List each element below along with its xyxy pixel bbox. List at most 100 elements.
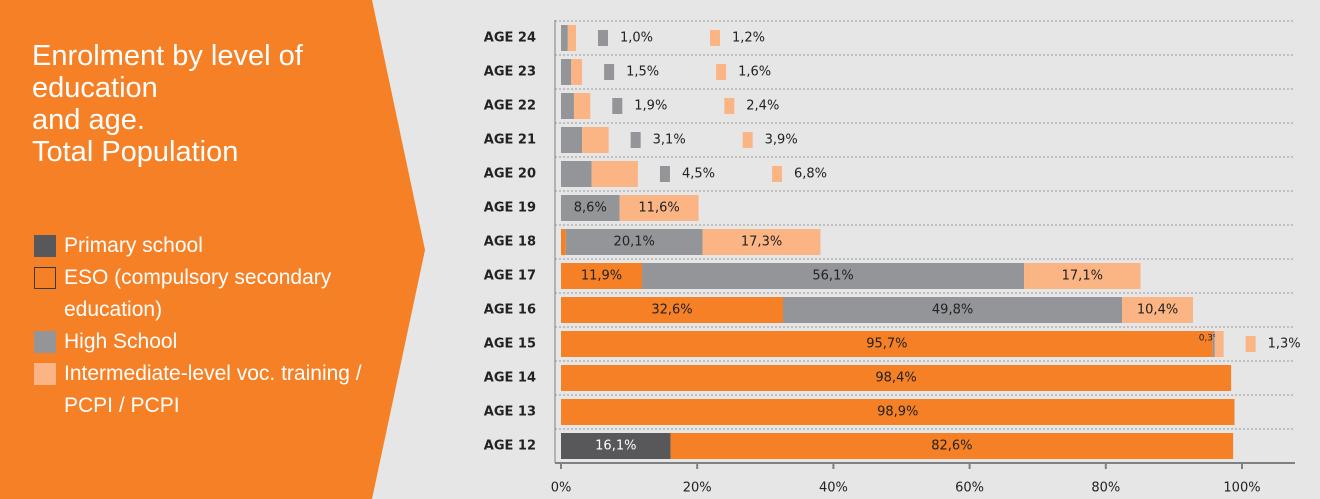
value-label: 20,1% — [614, 235, 655, 250]
legend: Primary school ESO (compulsory secondary … — [34, 230, 374, 422]
value-label: 1,3% — [1268, 337, 1301, 352]
legend-swatch — [34, 331, 56, 353]
label-marker — [630, 132, 641, 148]
value-label: 1,0% — [620, 31, 653, 46]
bar-segment — [561, 93, 574, 119]
value-label: 11,6% — [638, 201, 679, 216]
bar-segment — [567, 25, 576, 51]
bar-segment — [591, 161, 638, 187]
bar-segment — [1122, 297, 1193, 323]
y-tick-label: AGE 23 — [484, 65, 536, 80]
bar-segment — [561, 25, 568, 51]
x-tick-label: 40% — [819, 481, 848, 496]
bar-segment — [561, 297, 784, 323]
value-label: 32,6% — [651, 303, 692, 318]
legend-label: ESO (compulsory secondary education) — [64, 266, 332, 321]
bar-segment — [573, 93, 591, 119]
y-tick-label: AGE 18 — [484, 235, 536, 250]
value-label: 16,1% — [595, 439, 636, 454]
label-marker — [709, 30, 720, 46]
y-tick-label: AGE 19 — [484, 201, 536, 216]
legend-label: Intermediate-level voc. training / PCPI … — [64, 362, 362, 417]
x-tick-label: 100% — [1223, 481, 1260, 496]
bar-segment — [1024, 263, 1141, 289]
label-marker — [612, 98, 623, 114]
bar-segment — [561, 399, 1235, 425]
x-tick-label: 60% — [955, 481, 984, 496]
bar-segment — [619, 195, 699, 221]
legend-item: Primary school — [34, 230, 374, 262]
value-label: 8,6% — [574, 201, 607, 216]
y-tick-label: AGE 24 — [484, 31, 536, 46]
value-label: 10,4% — [1137, 303, 1178, 318]
y-tick-label: AGE 20 — [484, 167, 536, 182]
bar-segment — [642, 263, 1025, 289]
bar-segment — [561, 195, 620, 221]
legend-swatch — [34, 267, 56, 289]
label-marker — [724, 98, 735, 114]
bar-segment — [783, 297, 1123, 323]
value-label: 98,9% — [877, 405, 918, 420]
bar-segment — [565, 229, 703, 255]
y-tick-label: AGE 17 — [484, 269, 536, 284]
label-marker — [771, 166, 782, 182]
value-label: 17,1% — [1062, 269, 1103, 284]
title-panel — [0, 0, 425, 499]
legend-swatch — [34, 363, 56, 385]
value-label: 4,5% — [682, 167, 715, 182]
value-label: 1,6% — [738, 65, 771, 80]
bar-segment — [561, 59, 572, 85]
bar-segment — [561, 263, 643, 289]
chart-title: Enrolment by level of education and age.… — [32, 40, 303, 168]
value-label: 98,4% — [875, 371, 916, 386]
value-label: 0,3% — [1199, 334, 1222, 344]
legend-item: ESO (compulsory secondary education) — [34, 262, 374, 326]
legend-label: Primary school — [64, 234, 203, 257]
label-marker — [604, 64, 615, 80]
y-tick-label: AGE 22 — [484, 99, 536, 114]
x-tick-label: 80% — [1091, 481, 1120, 496]
bar-segment — [561, 433, 671, 459]
bar-segment — [561, 365, 1232, 391]
y-tick-label: AGE 14 — [484, 371, 536, 386]
label-marker — [659, 166, 670, 182]
y-tick-label: AGE 13 — [484, 405, 536, 420]
label-marker — [716, 64, 727, 80]
legend-label: High School — [64, 330, 178, 353]
bar-segment — [571, 59, 583, 85]
bar-segment — [670, 433, 1234, 459]
bar-segment — [702, 229, 821, 255]
value-label: 17,3% — [741, 235, 782, 250]
value-label: 1,5% — [626, 65, 659, 80]
value-label: 2,4% — [746, 99, 779, 114]
bar-segment — [561, 229, 566, 255]
value-label: 49,8% — [932, 303, 973, 318]
bar-segment — [561, 127, 583, 153]
label-marker — [1245, 336, 1256, 352]
legend-item: High School — [34, 326, 374, 358]
value-label: 1,2% — [732, 31, 765, 46]
label-marker — [742, 132, 753, 148]
bar-segment — [582, 127, 609, 153]
value-label: 95,7% — [866, 337, 907, 352]
value-label: 56,1% — [812, 269, 853, 284]
legend-item: Intermediate-level voc. training / PCPI … — [34, 358, 374, 422]
y-tick-label: AGE 16 — [484, 303, 536, 318]
legend-swatch — [34, 235, 56, 257]
bar-segment — [561, 331, 1213, 357]
y-tick-label: AGE 15 — [484, 337, 536, 352]
x-tick-label: 0% — [551, 481, 572, 496]
value-label: 3,1% — [653, 133, 686, 148]
value-label: 1,9% — [634, 99, 667, 114]
bar-segment — [1214, 331, 1224, 357]
label-marker — [597, 30, 608, 46]
bar-segment — [1212, 331, 1215, 357]
x-tick-label: 20% — [683, 481, 712, 496]
value-label: 6,8% — [794, 167, 827, 182]
value-label: 11,9% — [581, 269, 622, 284]
value-label: 82,6% — [931, 439, 972, 454]
y-tick-label: AGE 21 — [484, 133, 536, 148]
value-label: 3,9% — [765, 133, 798, 148]
y-tick-label: AGE 12 — [484, 439, 536, 454]
